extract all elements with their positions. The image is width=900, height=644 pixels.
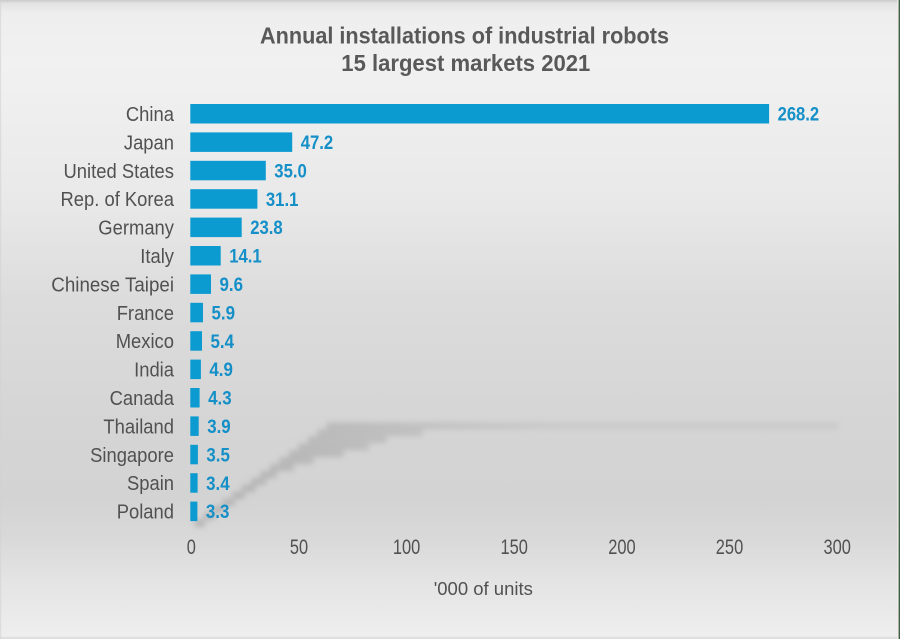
svg-text:47.2: 47.2 <box>301 133 334 154</box>
svg-text:4.3: 4.3 <box>208 389 232 410</box>
svg-text:Chinese Taipei: Chinese Taipei <box>51 274 174 296</box>
svg-text:3.3: 3.3 <box>206 502 230 523</box>
svg-text:India: India <box>134 360 175 382</box>
svg-text:Japan: Japan <box>124 133 174 155</box>
svg-text:50: 50 <box>290 535 308 559</box>
svg-text:3.9: 3.9 <box>207 417 231 438</box>
svg-text:France: France <box>117 303 174 325</box>
svg-text:Poland: Poland <box>117 502 174 524</box>
svg-text:15 largest markets 2021: 15 largest markets 2021 <box>341 50 590 76</box>
svg-text:Annual installations of indust: Annual installations of industrial robot… <box>260 23 669 49</box>
svg-text:Spain: Spain <box>127 473 174 495</box>
svg-text:3.5: 3.5 <box>206 445 230 466</box>
svg-text:United States: United States <box>64 161 175 183</box>
svg-text:Germany: Germany <box>98 218 174 240</box>
svg-text:0: 0 <box>187 535 196 559</box>
svg-text:5.4: 5.4 <box>211 332 235 353</box>
svg-text:4.9: 4.9 <box>209 360 233 381</box>
svg-text:3.4: 3.4 <box>206 474 230 495</box>
svg-text:'000 of units: '000 of units <box>434 578 533 599</box>
svg-text:268.2: 268.2 <box>778 105 820 126</box>
svg-text:Canada: Canada <box>110 388 175 410</box>
svg-text:Singapore: Singapore <box>90 445 174 467</box>
svg-text:Italy: Italy <box>140 246 174 268</box>
svg-text:200: 200 <box>608 535 635 559</box>
svg-text:Thailand: Thailand <box>103 416 174 438</box>
svg-text:China: China <box>126 104 175 126</box>
svg-text:100: 100 <box>393 535 420 559</box>
svg-text:5.9: 5.9 <box>212 303 236 324</box>
svg-text:14.1: 14.1 <box>229 247 262 268</box>
svg-text:31.1: 31.1 <box>266 190 299 211</box>
svg-text:150: 150 <box>501 535 528 559</box>
svg-text:Mexico: Mexico <box>116 331 174 353</box>
svg-text:35.0: 35.0 <box>274 162 307 183</box>
svg-text:250: 250 <box>716 535 743 559</box>
svg-text:300: 300 <box>824 535 851 559</box>
svg-text:Rep. of Korea: Rep. of Korea <box>61 189 175 211</box>
svg-text:9.6: 9.6 <box>220 275 244 296</box>
svg-text:23.8: 23.8 <box>250 218 283 239</box>
